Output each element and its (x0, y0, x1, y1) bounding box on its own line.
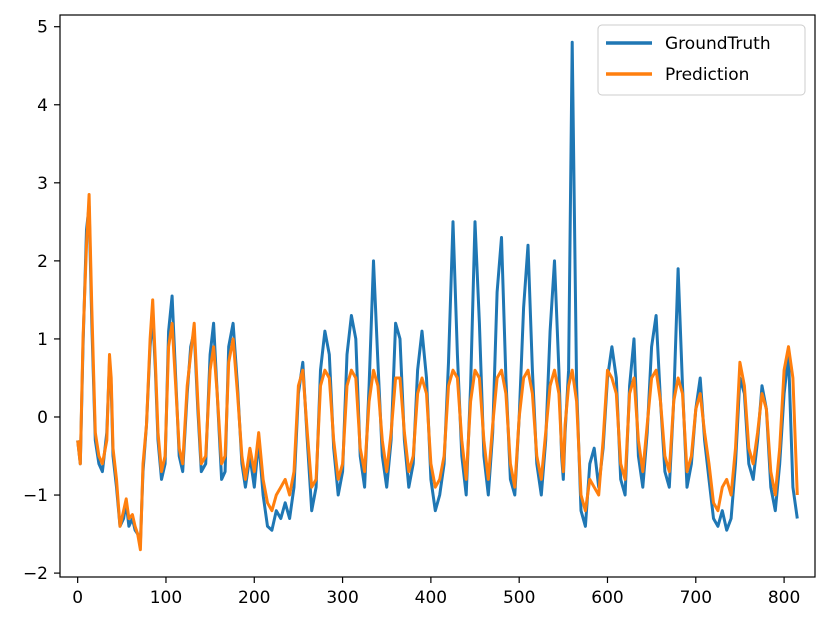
series-line-prediction (76, 193, 799, 552)
x-tick-label: 600 (591, 588, 623, 608)
x-tick-label: 100 (150, 588, 182, 608)
legend-label: GroundTruth (665, 34, 771, 54)
y-tick-label: 5 (37, 18, 48, 38)
y-axis: −2 −1 0 1 2 3 4 5 (23, 18, 60, 584)
y-tick-label: −2 (23, 564, 48, 584)
x-tick-label: 400 (415, 588, 447, 608)
x-axis: 0 100 200 300 400 500 600 700 800 (72, 577, 800, 608)
x-tick-label: 0 (72, 588, 83, 608)
legend: GroundTruth Prediction (597, 24, 806, 96)
plot-lines (76, 40, 799, 552)
y-tick-label: 0 (37, 408, 48, 428)
y-tick-label: 3 (37, 174, 48, 194)
x-tick-label: 300 (326, 588, 358, 608)
x-tick-label: 200 (238, 588, 270, 608)
axes-frame (59, 14, 816, 578)
y-tick-label: 4 (37, 96, 48, 116)
y-tick-label: −1 (23, 486, 48, 506)
x-tick-label: 500 (503, 588, 535, 608)
legend-label: Prediction (665, 65, 749, 85)
x-tick-label: 700 (680, 588, 712, 608)
y-tick-label: 2 (37, 252, 48, 272)
y-tick-label: 1 (37, 330, 48, 350)
x-tick-label: 800 (768, 588, 800, 608)
